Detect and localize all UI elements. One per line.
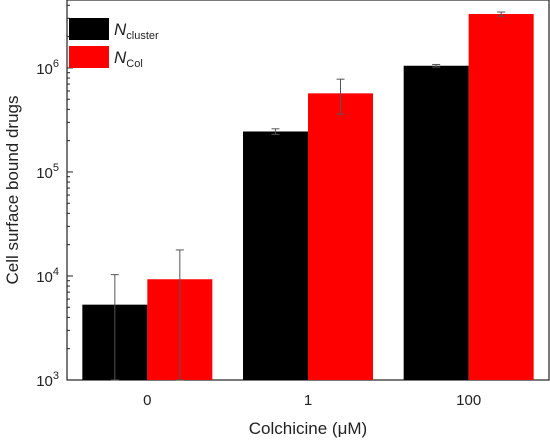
error-bar-cluster-100 bbox=[432, 63, 441, 68]
error-bar-col-100 bbox=[497, 11, 506, 17]
legend-label: Ncluster bbox=[114, 20, 159, 42]
error-bar-col-0 bbox=[175, 249, 184, 381]
legend-swatch bbox=[69, 46, 109, 68]
y-tick-label: 106 bbox=[36, 58, 59, 78]
y-tick-label: 105 bbox=[36, 162, 59, 182]
error-bar-cluster-0 bbox=[110, 274, 119, 381]
x-axis-title: Colchicine (μM) bbox=[249, 419, 367, 438]
y-axis-title: Cell surface bound drugs bbox=[3, 95, 22, 284]
bar-cluster-1 bbox=[243, 131, 308, 380]
bars-layer bbox=[82, 14, 534, 381]
y-axis: 103 104 105 106 bbox=[36, 4, 73, 390]
x-tick-label: 1 bbox=[304, 392, 312, 409]
error-bars-layer bbox=[110, 11, 506, 381]
x-tick-label: 100 bbox=[456, 392, 481, 409]
legend: Ncluster NCol bbox=[69, 18, 159, 70]
bar-col-1 bbox=[308, 93, 373, 381]
y-tick-label: 104 bbox=[36, 266, 59, 286]
bar-col-100 bbox=[468, 14, 534, 381]
error-bar-cluster-1 bbox=[271, 128, 280, 135]
y-tick-label: 103 bbox=[36, 370, 59, 390]
x-tick-label: 0 bbox=[143, 392, 151, 409]
x-axis: 0 1 100 bbox=[143, 392, 481, 409]
legend-label: NCol bbox=[114, 48, 143, 70]
legend-item: Ncluster bbox=[69, 18, 159, 42]
bar-cluster-100 bbox=[403, 65, 469, 380]
legend-item: NCol bbox=[69, 46, 143, 70]
legend-swatch bbox=[69, 18, 109, 40]
error-bar-col-1 bbox=[336, 78, 345, 115]
